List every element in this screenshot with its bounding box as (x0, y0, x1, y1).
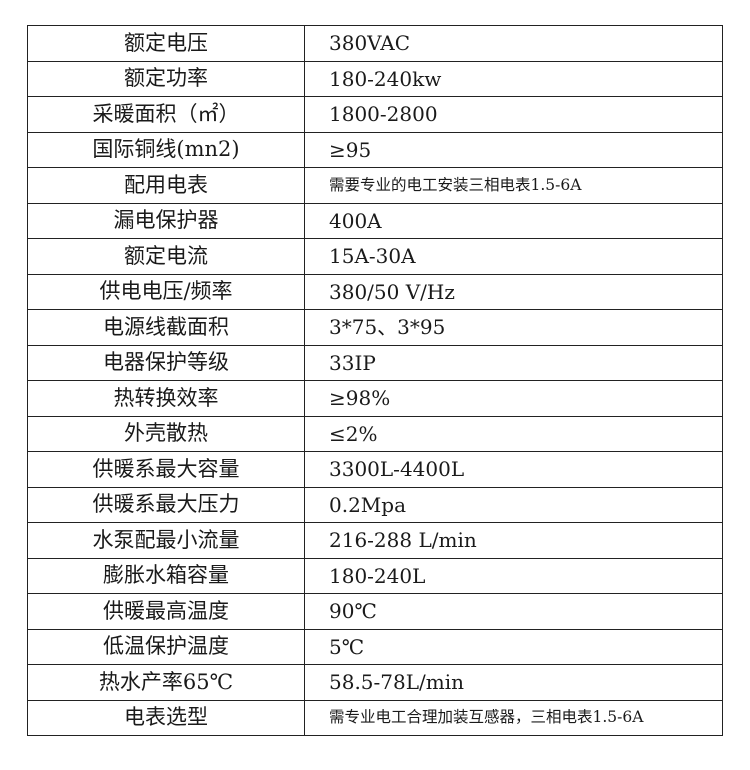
spec-value: 5℃ (304, 628, 723, 665)
table-row: 供暖系最大容量 3300L-4400L (27, 451, 723, 488)
spec-value: 400A (304, 202, 723, 239)
spec-table: 额定电压 380VAC 额定功率 180-240kw 采暖面积（㎡） 1800-2800 国… (27, 25, 723, 736)
spec-value: 216-288 L/min (304, 522, 723, 559)
spec-value: 0.2Mpa (304, 486, 723, 523)
table-row: 供电电压/频率 380/50 V/Hz (27, 273, 723, 310)
spec-label: 热水产率65℃ (27, 664, 305, 701)
spec-label: 低温保护温度 (27, 628, 305, 665)
spec-label: 额定功率 (27, 60, 305, 97)
spec-value: 180-240kw (304, 60, 723, 97)
spec-label: 电器保护等级 (27, 344, 305, 381)
spec-value: 380VAC (304, 25, 723, 62)
spec-label: 电源线截面积 (27, 309, 305, 346)
table-row: 额定电流 15A-30A (27, 238, 723, 275)
table-row: 额定功率 180-240kw (27, 60, 723, 97)
spec-label: 漏电保护器 (27, 202, 305, 239)
table-row: 电器保护等级 33IP (27, 344, 723, 381)
spec-label: 采暖面积（㎡） (27, 96, 305, 133)
spec-value: 3300L-4400L (304, 451, 723, 488)
spec-label: 膨胀水箱容量 (27, 557, 305, 594)
spec-label: 供暖系最大压力 (27, 486, 305, 523)
spec-value: 33IP (304, 344, 723, 381)
spec-label: 水泵配最小流量 (27, 522, 305, 559)
table-row: 额定电压 380VAC (27, 25, 723, 62)
table-row: 热水产率65℃ 58.5-78L/min (27, 664, 723, 701)
spec-value: 380/50 V/Hz (304, 273, 723, 310)
spec-label: 热转换效率 (27, 380, 305, 417)
spec-value: 180-240L (304, 557, 723, 594)
spec-label: 外壳散热 (27, 415, 305, 452)
table-row: 电表选型 需专业电工合理加装互感器，三相电表1.5-6A (27, 699, 723, 736)
spec-value: 1800-2800 (304, 96, 723, 133)
spec-table-body: 额定电压 380VAC 额定功率 180-240kw 采暖面积（㎡） 1800-2800 国… (27, 25, 723, 736)
spec-label: 配用电表 (27, 167, 305, 204)
table-row: 供暖最高温度 90℃ (27, 593, 723, 630)
spec-value: 15A-30A (304, 238, 723, 275)
spec-value: 需要专业的电工安装三相电表1.5-6A (304, 167, 723, 204)
table-row: 采暖面积（㎡） 1800-2800 (27, 96, 723, 133)
spec-value: 3*75、3*95 (304, 309, 723, 346)
spec-label: 额定电压 (27, 25, 305, 62)
spec-label: 供电电压/频率 (27, 273, 305, 310)
table-row: 电源线截面积 3*75、3*95 (27, 309, 723, 346)
table-row: 供暖系最大压力 0.2Mpa (27, 486, 723, 523)
spec-value: 58.5-78L/min (304, 664, 723, 701)
spec-value: ≤2% (304, 415, 723, 452)
table-row: 漏电保护器 400A (27, 202, 723, 239)
table-row: 低温保护温度 5℃ (27, 628, 723, 665)
spec-label: 供暖最高温度 (27, 593, 305, 630)
spec-value: 需专业电工合理加装互感器，三相电表1.5-6A (304, 699, 723, 736)
table-row: 配用电表 需要专业的电工安装三相电表1.5-6A (27, 167, 723, 204)
spec-value: 90℃ (304, 593, 723, 630)
spec-label: 国际铜线(mn2) (27, 131, 305, 168)
spec-label: 电表选型 (27, 699, 305, 736)
table-row: 国际铜线(mn2) ≥95 (27, 131, 723, 168)
table-row: 膨胀水箱容量 180-240L (27, 557, 723, 594)
spec-value: ≥95 (304, 131, 723, 168)
table-row: 热转换效率 ≥98% (27, 380, 723, 417)
spec-label: 额定电流 (27, 238, 305, 275)
table-row: 外壳散热 ≤2% (27, 415, 723, 452)
spec-label: 供暖系最大容量 (27, 451, 305, 488)
spec-value: ≥98% (304, 380, 723, 417)
table-row: 水泵配最小流量 216-288 L/min (27, 522, 723, 559)
